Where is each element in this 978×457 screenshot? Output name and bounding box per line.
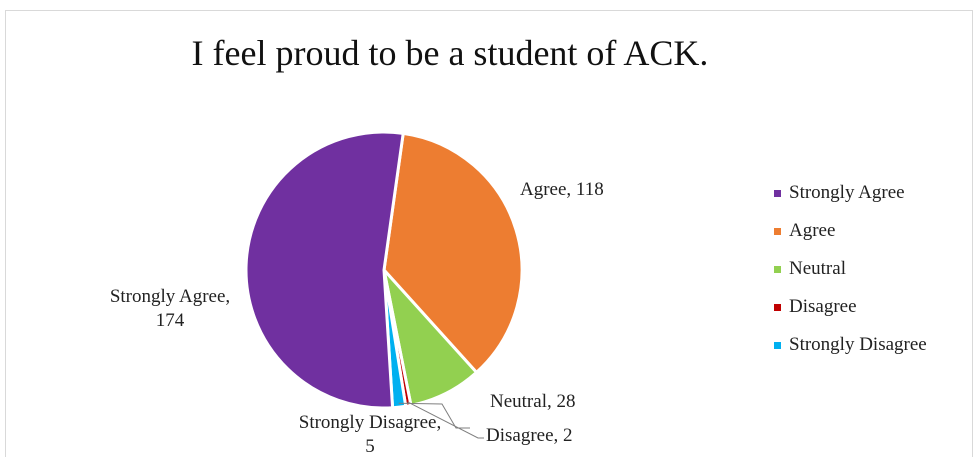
legend-swatch xyxy=(774,341,781,349)
leader-line-disagree xyxy=(407,401,484,439)
data-label-disagree: Disagree, 2 xyxy=(486,425,573,446)
legend-item-neutral: Neutral xyxy=(774,250,927,288)
legend-label: Disagree xyxy=(789,296,857,317)
leader-line-strongly-disagree xyxy=(398,402,470,429)
legend-swatch xyxy=(774,227,781,235)
legend-swatch xyxy=(774,265,781,273)
pie-slice-agree xyxy=(382,131,524,375)
data-label-strongly-disagree: Strongly Disagree, 5 xyxy=(299,412,441,457)
legend: Strongly Agree Agree Neutral Disagree Strong… xyxy=(774,174,927,364)
legend-item-strongly-disagree: Strongly Disagree xyxy=(774,326,927,364)
legend-label: Agree xyxy=(789,220,836,241)
pie-slice-strongly-agree xyxy=(244,130,405,410)
chart-title: I feel proud to be a student of ACK. xyxy=(191,33,709,73)
legend-label: Strongly Agree xyxy=(789,182,905,203)
data-label-agree: Agree, 118 xyxy=(520,179,604,200)
legend-item-strongly-agree: Strongly Agree xyxy=(774,174,927,212)
legend-swatch xyxy=(774,189,781,197)
legend-item-agree: Agree xyxy=(774,212,927,250)
data-label-neutral: Neutral, 28 xyxy=(490,391,575,412)
data-label-strongly-agree: Strongly Agree, 174 xyxy=(110,286,230,331)
chart-frame xyxy=(5,10,973,457)
legend-label: Strongly Disagree xyxy=(789,334,927,355)
legend-label: Neutral xyxy=(789,258,846,279)
legend-swatch xyxy=(774,303,781,311)
legend-item-disagree: Disagree xyxy=(774,288,927,326)
